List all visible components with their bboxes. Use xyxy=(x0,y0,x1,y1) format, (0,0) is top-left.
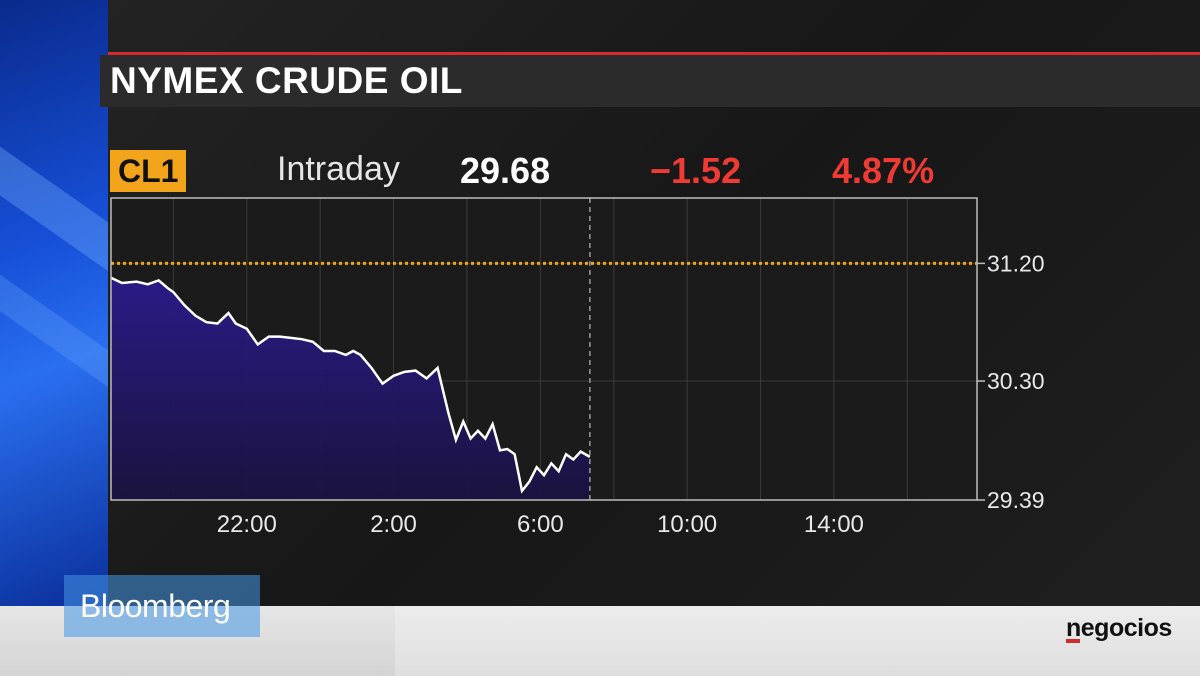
price-series-line xyxy=(110,276,591,494)
negocios-accent xyxy=(1066,639,1080,643)
range-label: Intraday xyxy=(277,150,400,188)
x-tick-label: 2:00 xyxy=(370,511,417,538)
y-tick-label: 29.39 xyxy=(987,487,1045,513)
left-blue-panel xyxy=(0,0,108,606)
chart-title: NYMEX CRUDE OIL xyxy=(110,60,463,101)
bottom-bar xyxy=(0,606,1200,676)
bloomberg-logo-box xyxy=(64,575,260,637)
price-chart: 22:00 2:00 6:00 10:00 14:00 31.20 30.30 29.39 xyxy=(110,197,1045,538)
x-tick-label: 10:00 xyxy=(657,511,717,538)
y-tick-label: 30.30 xyxy=(987,368,1045,394)
ticker-badge: CL1 xyxy=(110,150,187,192)
price-area xyxy=(111,277,590,500)
bloomberg-logo: Bloomberg xyxy=(80,588,231,624)
x-tick-label: 22:00 xyxy=(217,511,277,538)
y-tick-label: 31.20 xyxy=(987,250,1045,276)
x-tick-label: 6:00 xyxy=(517,511,564,538)
last-price: 29.68 xyxy=(460,150,551,191)
negocios-logo: negocios xyxy=(1066,614,1172,642)
plot-frame xyxy=(110,197,978,501)
x-tick-label: 14:00 xyxy=(804,511,864,538)
accent-line xyxy=(108,52,1200,55)
price-change: −1.52 xyxy=(650,150,742,191)
title-bar xyxy=(100,55,1200,107)
price-change-percent: 4.87% xyxy=(832,150,935,191)
